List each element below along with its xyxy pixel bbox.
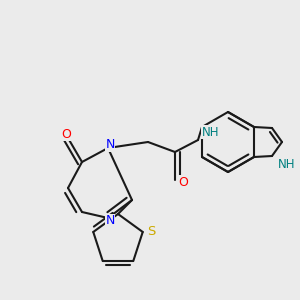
Text: O: O (61, 128, 71, 140)
Text: NH: NH (202, 125, 220, 139)
Text: N: N (105, 139, 115, 152)
Text: N: N (105, 214, 115, 227)
Text: O: O (178, 176, 188, 188)
Text: S: S (147, 226, 155, 238)
Text: NH: NH (278, 158, 296, 170)
